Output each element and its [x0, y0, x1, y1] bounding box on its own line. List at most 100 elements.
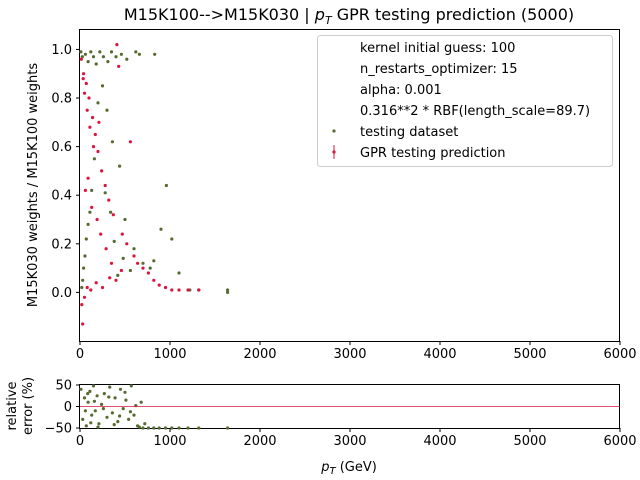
- prediction-point-2: [84, 81, 88, 86]
- testing-point-48: [109, 210, 113, 214]
- testing-point-22: [152, 259, 156, 263]
- prediction-point-42: [104, 247, 108, 251]
- testing-point-10: [109, 50, 114, 54]
- prediction-point-5: [93, 132, 97, 137]
- prediction-point-47: [82, 91, 87, 95]
- title-symbol: p: [314, 5, 325, 24]
- residual-points-layer: [79, 384, 230, 430]
- legend-entry-restarts: n_restarts_optimizer: 15: [360, 62, 518, 77]
- testing-point-21: [148, 266, 152, 270]
- testing-point-7: [98, 50, 102, 54]
- title-prefix: M15K100-->M15K030 |: [124, 5, 315, 24]
- residual-point-38: [89, 421, 93, 425]
- residual-point-27: [146, 426, 150, 430]
- testing-point-6: [94, 62, 98, 66]
- residual-x-tick-label-1: 1000: [153, 434, 186, 449]
- prediction-point-18: [141, 266, 145, 270]
- residual-y-tick-label-0: 50: [55, 379, 72, 394]
- residual-point-4: [86, 400, 90, 404]
- residual-x-tick-label-5: 5000: [513, 434, 546, 449]
- testing-point-5: [91, 55, 96, 59]
- residual-point-17: [116, 420, 120, 424]
- main-x-tick-label-5: 5000: [513, 347, 546, 362]
- prediction-point-4: [91, 115, 95, 120]
- residual-point-42: [107, 395, 111, 399]
- testing-point-9: [106, 60, 110, 64]
- prediction-point-1: [82, 72, 86, 76]
- residual-point-21: [127, 417, 131, 421]
- prediction-point-22: [163, 285, 168, 290]
- residual-point-1: [81, 417, 85, 421]
- testing-point-12: [119, 52, 123, 56]
- residual-point-18: [118, 387, 123, 391]
- residual-point-29: [157, 426, 161, 430]
- testing-point-44: [128, 268, 132, 273]
- residual-x-tick-label-6: 6000: [603, 434, 636, 449]
- x-label-suffix: (GeV): [336, 460, 377, 475]
- residual-point-44: [118, 414, 122, 418]
- prediction-point-44: [91, 145, 96, 149]
- main-x-tick-label-1: 1000: [153, 347, 186, 362]
- residual-point-28: [152, 426, 156, 430]
- testing-point-45: [121, 256, 125, 260]
- testing-point-38: [84, 237, 88, 241]
- testing-point-27: [226, 290, 230, 294]
- testing-point-49: [103, 191, 107, 195]
- prediction-point-31: [89, 288, 93, 292]
- main-x-tick-label-6: 6000: [603, 347, 636, 362]
- residual-y-tick-label-2: −50: [45, 422, 72, 437]
- residual-point-3: [84, 424, 88, 428]
- prediction-point-21: [157, 283, 161, 287]
- prediction-point-14: [125, 242, 129, 246]
- residual-point-14: [108, 385, 112, 389]
- residual-y-axis-label-line2: error (%): [21, 377, 36, 435]
- residual-x-tick-label-2: 2000: [243, 434, 276, 449]
- prediction-point-3: [87, 96, 91, 100]
- testing-point-40: [82, 266, 86, 270]
- main-x-tick-label-0: 0: [76, 347, 84, 362]
- residual-point-37: [86, 392, 90, 396]
- prediction-point-29: [82, 295, 87, 299]
- main-y-tick-label-2: 0.4: [51, 189, 72, 204]
- testing-point-2: [83, 52, 87, 56]
- testing-point-16: [153, 52, 157, 56]
- prediction-point-49: [97, 120, 101, 124]
- main-y-tick-label-4: 0.8: [51, 92, 72, 107]
- legend-entry-kernel: kernel initial guess: 100: [360, 41, 515, 56]
- testing-point-33: [96, 101, 100, 105]
- x-label-subscript: T: [329, 466, 336, 477]
- prediction-point-41: [99, 232, 103, 236]
- residual-point-10: [97, 422, 101, 426]
- main-x-ticks: 0 1000 2000 3000 4000 5000 6000: [76, 341, 637, 362]
- testing-point-4: [89, 50, 93, 54]
- prediction-point-35: [114, 278, 118, 282]
- residual-point-32: [177, 426, 181, 430]
- main-y-ticks: 0.0 0.2 0.4 0.6 0.8 1.0: [51, 43, 80, 301]
- testing-point-46: [116, 273, 120, 277]
- testing-point-29: [118, 164, 122, 168]
- testing-point-3: [86, 60, 90, 64]
- residual-x-tick-label-4: 4000: [423, 434, 456, 449]
- main-y-tick-label-0: 0.0: [51, 286, 72, 301]
- prediction-point-16: [132, 254, 136, 258]
- prediction-point-27: [80, 303, 84, 307]
- residual-y-axis-label-line1: relative: [5, 381, 20, 430]
- residual-point-48: [137, 425, 141, 429]
- prediction-point-0: [79, 57, 83, 61]
- testing-point-34: [92, 157, 96, 161]
- residual-point-30: [163, 426, 168, 430]
- chart-title: M15K100-->M15K030 | pT GPR testing predi…: [124, 5, 574, 27]
- prediction-point-19: [146, 271, 150, 275]
- main-y-axis-label: M15K030 weights / M15K100 weights: [26, 63, 41, 308]
- testing-point-1: [80, 55, 84, 59]
- residual-point-41: [101, 407, 105, 411]
- prediction-point-10: [111, 213, 115, 217]
- prediction-point-12: [117, 64, 121, 68]
- residual-point-15: [110, 411, 114, 415]
- residual-point-31: [170, 426, 174, 430]
- testing-point-23: [177, 271, 181, 275]
- prediction-point-8: [103, 183, 107, 188]
- main-y-tick-label-1: 0.2: [51, 237, 72, 252]
- residual-point-20: [124, 398, 128, 402]
